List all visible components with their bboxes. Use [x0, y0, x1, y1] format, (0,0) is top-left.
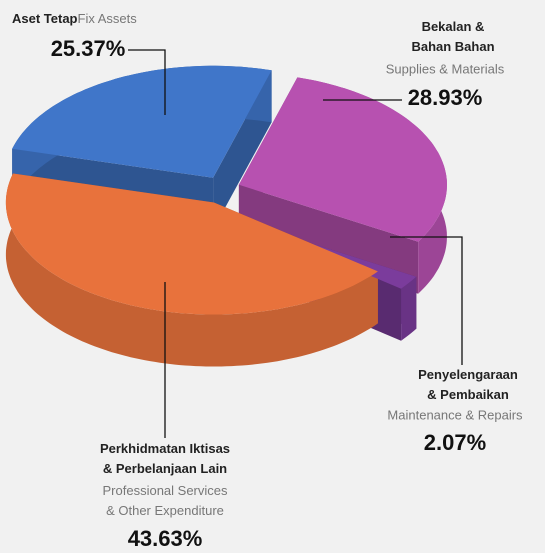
- value-label: 25.37%: [51, 36, 126, 61]
- label-en: Fix Assets: [78, 11, 138, 26]
- leader-line: [128, 49, 166, 115]
- slice: [238, 77, 447, 242]
- label-ms: Aset Tetap: [12, 11, 78, 26]
- label-ms: Bekalan & Bahan Bahan: [411, 19, 494, 54]
- slice: [5, 173, 378, 315]
- slice-label: Aset TetapFix Assets: [12, 11, 137, 26]
- label-ms: Perkhidmatan Iktisas & Perbelanjaan Lain: [100, 441, 230, 476]
- value-label: 2.07%: [424, 430, 486, 455]
- label-en: Professional Services & Other Expenditure: [103, 483, 228, 518]
- slice-wall: [5, 173, 378, 367]
- leader-line: [390, 236, 463, 365]
- value-label: 28.93%: [408, 85, 483, 110]
- value-label: 43.63%: [128, 526, 203, 551]
- slice-wall: [401, 276, 417, 341]
- label-en: Maintenance & Repairs: [387, 407, 523, 422]
- label-en: Supplies & Materials: [386, 61, 505, 76]
- slice: [12, 65, 272, 178]
- label-ms: Penyelengaraan & Pembaikan: [418, 367, 518, 402]
